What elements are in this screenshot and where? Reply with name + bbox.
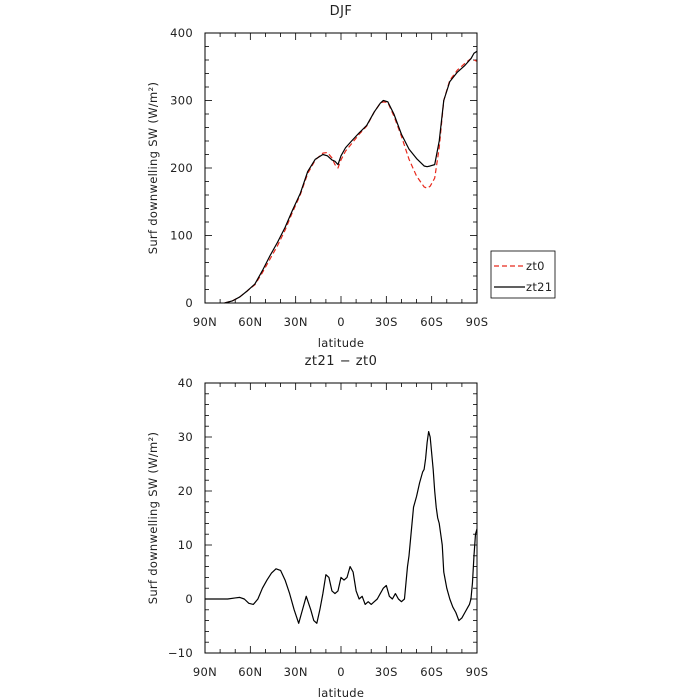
bottom-chart-y-axis-title: Surf downwelling SW (W/m²) [146, 432, 160, 605]
legend-label-zt21: zt21 [526, 280, 552, 294]
top-y-tick-label: 300 [170, 94, 193, 108]
top-chart-y-tick-labels: 0 100 200 300 400 [170, 26, 193, 310]
legend-label-zt0: zt0 [526, 259, 545, 273]
top-chart-legend: zt0 zt21 [490, 250, 556, 299]
bottom-chart-y-tick-labels: −10 0 10 20 30 40 [168, 376, 193, 660]
top-x-tick-label: 30N [284, 315, 308, 329]
top-y-tick-label: 100 [170, 229, 193, 243]
bottom-chart-panel: zt21 − zt0 90N 60N 30N 0 30S 60S 90S −10 0 10 20 3… [146, 354, 488, 700]
top-chart-x-axis-title: latitude [318, 336, 365, 350]
top-series-line-zt0 [224, 58, 478, 304]
top-chart-y-axis-title: Surf downwelling SW (W/m²) [146, 82, 160, 255]
bottom-x-tick-label: 90N [193, 665, 217, 679]
bottom-chart-x-axis-title: latitude [318, 686, 365, 700]
top-y-tick-label: 400 [170, 26, 193, 40]
bottom-y-tick-label: −10 [168, 646, 193, 660]
top-chart-ticks [204, 32, 478, 304]
bottom-x-tick-label: 0 [337, 665, 345, 679]
bottom-y-tick-label: 20 [178, 484, 193, 498]
top-x-tick-label: 90S [466, 315, 489, 329]
top-x-tick-label: 60N [238, 315, 262, 329]
bottom-x-tick-label: 30N [284, 665, 308, 679]
top-x-tick-label: 90N [193, 315, 217, 329]
bottom-chart-x-tick-labels: 90N 60N 30N 0 30S 60S 90S [193, 665, 488, 679]
top-chart-frame [204, 32, 478, 304]
bottom-chart-frame [204, 382, 478, 654]
bottom-y-tick-label: 30 [178, 430, 193, 444]
top-x-tick-label: 60S [420, 315, 443, 329]
bottom-y-tick-label: 0 [185, 592, 193, 606]
bottom-series-line-0 [205, 431, 478, 624]
top-y-tick-label: 200 [170, 161, 193, 175]
bottom-y-tick-label: 40 [178, 376, 193, 390]
top-x-tick-label: 30S [375, 315, 398, 329]
top-series-line-zt21 [224, 50, 478, 304]
top-chart-title: DJF [330, 4, 353, 19]
top-chart-x-tick-labels: 90N 60N 30N 0 30S 60S 90S [193, 315, 488, 329]
legend-box [490, 250, 556, 299]
bottom-x-tick-label: 30S [375, 665, 398, 679]
bottom-x-tick-label: 60S [420, 665, 443, 679]
bottom-y-tick-label: 10 [178, 538, 193, 552]
top-chart-panel: DJF 90N 60N 30N 0 30S 60S 90S 0 100 200 300 400 la… [146, 4, 556, 350]
top-y-tick-label: 0 [185, 296, 193, 310]
top-chart-series [224, 50, 478, 304]
bottom-x-tick-label: 60N [238, 665, 262, 679]
bottom-chart-title: zt21 − zt0 [305, 354, 378, 369]
bottom-chart-series [205, 431, 478, 624]
bottom-chart-ticks [204, 382, 478, 654]
top-x-tick-label: 0 [337, 315, 345, 329]
bottom-x-tick-label: 90S [466, 665, 489, 679]
